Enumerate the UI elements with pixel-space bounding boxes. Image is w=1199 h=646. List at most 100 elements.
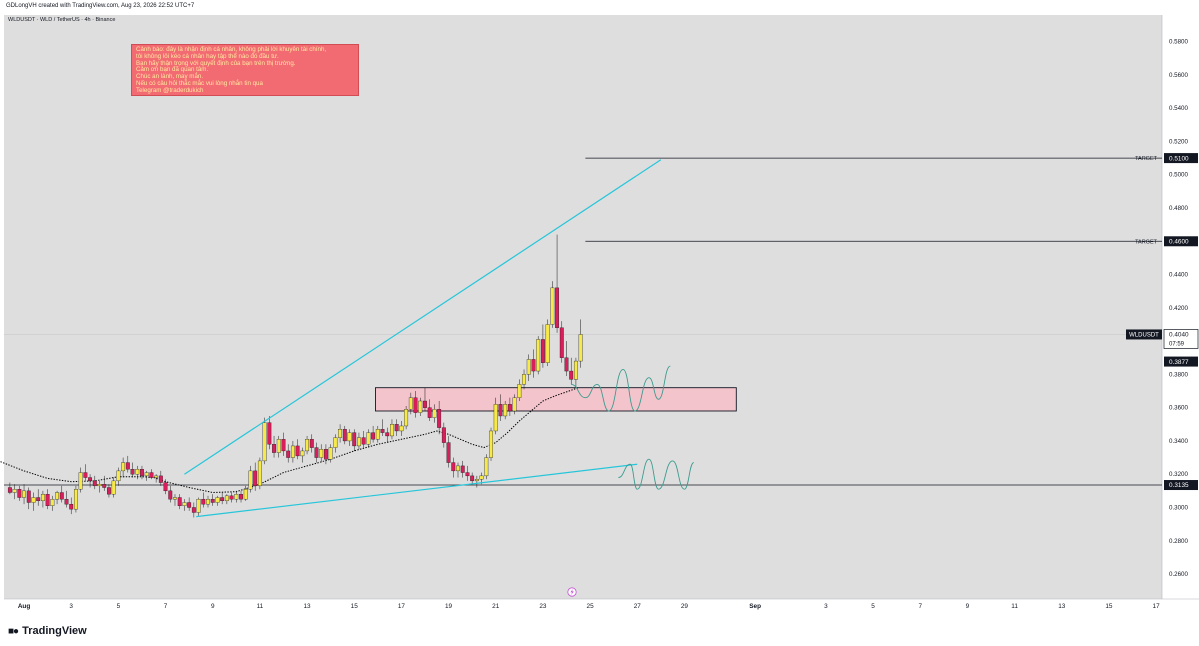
candle-body-up <box>116 470 121 482</box>
candle <box>163 479 168 495</box>
time-tick-label: 15 <box>351 603 359 610</box>
candle-body-down <box>107 487 111 495</box>
time-tick-label: 13 <box>304 603 312 610</box>
candle-body-down <box>267 422 272 445</box>
candle-body-down <box>163 482 168 492</box>
price-badge-value: 0.5100 <box>1169 155 1189 162</box>
time-tick-label: 11 <box>257 603 264 610</box>
tradingview-logo[interactable]: ■● TradingView <box>8 625 87 637</box>
candle <box>7 482 12 495</box>
candle-body-up <box>40 494 45 502</box>
candle <box>531 349 536 378</box>
candle-body-down <box>323 449 328 460</box>
candle <box>399 420 404 436</box>
demand-zone <box>375 387 737 412</box>
candle <box>394 419 399 436</box>
warning-line: Chúc an lành, may mắn. <box>136 73 204 81</box>
candle <box>295 439 300 460</box>
candle-body-down <box>446 442 451 463</box>
price-tick-label: 0.3400 <box>1169 438 1188 445</box>
candle-body-down <box>253 470 258 487</box>
price-tick-label: 0.5200 <box>1169 138 1188 145</box>
candle <box>569 357 574 385</box>
candle <box>206 495 210 508</box>
candle <box>451 457 456 478</box>
candle <box>507 397 512 416</box>
candle <box>460 460 465 478</box>
price-axis-background <box>1162 15 1199 599</box>
time-tick-label: 13 <box>1058 603 1066 610</box>
candle-body-down <box>451 462 456 472</box>
candle <box>83 464 88 481</box>
price-badge <box>1164 153 1198 164</box>
candle-body-up <box>503 404 508 417</box>
candle-body-up <box>479 475 484 480</box>
candle <box>187 497 192 511</box>
time-axis[interactable]: Aug 3 5 7 9 11 13 15 17 19 21 23 25 27 29 Sep 3 5 7 9 11 13 15… <box>18 603 1160 610</box>
candle <box>78 467 83 493</box>
candle <box>286 444 291 463</box>
candle-body-down <box>36 497 41 502</box>
lightning-icon[interactable] <box>567 587 577 597</box>
warning-note[interactable]: Cảnh báo: đây là nhận định cá nhân, khôn… <box>131 44 359 96</box>
candle-body-up <box>484 457 489 477</box>
candle <box>36 489 41 506</box>
candle-body-down <box>272 444 276 453</box>
candle <box>555 234 560 333</box>
candle-body-down <box>295 445 300 457</box>
candle <box>45 489 50 510</box>
time-tick-label: 29 <box>681 603 689 610</box>
candle-body-up <box>196 498 201 513</box>
tradingview-brand: TradingView <box>22 625 87 637</box>
candle <box>385 427 390 443</box>
price-tick-label: 0.3600 <box>1169 405 1188 412</box>
candle-body-up <box>526 359 531 375</box>
candle-body-down <box>531 359 536 372</box>
candle-body-up <box>224 495 229 502</box>
candle-body-down <box>177 497 182 507</box>
time-tick-label: Sep <box>749 603 761 610</box>
lower-trendline <box>196 463 638 518</box>
plot-area <box>4 15 1162 599</box>
candle-body-down <box>569 370 574 380</box>
candle-body-down <box>423 400 427 408</box>
candle <box>125 455 130 473</box>
candle <box>26 487 31 510</box>
candle-body-down <box>465 472 470 477</box>
candle-body-down <box>555 287 560 328</box>
candle-body-up <box>333 437 338 448</box>
time-tick-label: 17 <box>398 603 406 610</box>
candle <box>517 379 522 402</box>
time-tick-label: 7 <box>918 603 922 610</box>
candle-body-up <box>418 400 423 413</box>
candle <box>102 475 107 491</box>
price-tick-label: 0.4200 <box>1169 305 1188 312</box>
candle-body-up <box>257 460 262 487</box>
candle-body-up <box>347 432 352 442</box>
candle-body-down <box>286 450 291 458</box>
candle <box>465 465 470 481</box>
candle-body-up <box>573 360 578 380</box>
candle <box>281 432 286 456</box>
candle <box>470 472 475 485</box>
tradingview-logo-icon: ■● <box>8 625 19 637</box>
candle <box>224 494 229 505</box>
symbol-title[interactable]: WLDUSDT · WLD / TetherUS · 4h · Binance <box>8 17 116 23</box>
candle-body-up <box>545 324 550 363</box>
candle <box>390 419 394 440</box>
candle-body-up <box>50 498 55 507</box>
price-tick-label: 0.4400 <box>1169 272 1188 279</box>
candle-body-up <box>375 429 380 440</box>
time-tick-label: 5 <box>117 603 121 610</box>
candle <box>88 474 93 488</box>
candle <box>135 465 140 480</box>
candle-body-down <box>470 475 475 482</box>
candle <box>474 475 479 488</box>
time-tick-label: 17 <box>1153 603 1161 610</box>
candle-body-up <box>262 422 267 462</box>
candle <box>40 490 45 508</box>
candle <box>361 430 366 448</box>
candle-body-down <box>564 357 569 372</box>
